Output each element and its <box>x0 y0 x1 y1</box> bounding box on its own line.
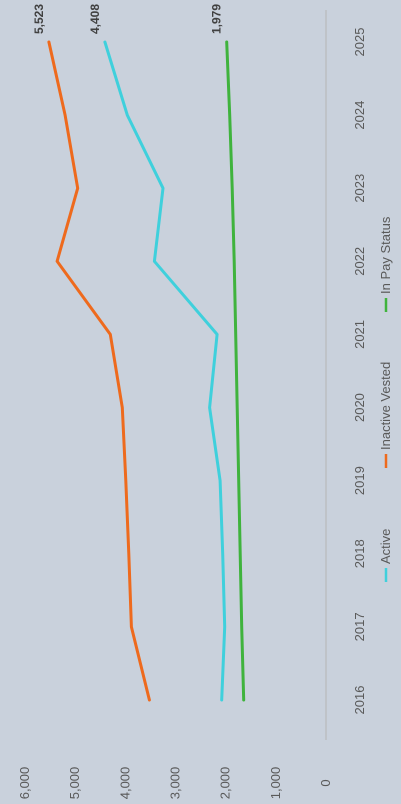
category-tick-label: 2017 <box>352 612 367 641</box>
series-lines <box>47 40 246 702</box>
data-label: 4,408 <box>88 4 102 34</box>
category-tick-label: 2016 <box>352 686 367 715</box>
series-line <box>47 40 151 702</box>
category-tick-label: 2022 <box>352 247 367 276</box>
data-label: 1,979 <box>210 4 224 34</box>
category-tick-label: 2025 <box>352 28 367 57</box>
value-tick-label: 3,000 <box>168 767 183 800</box>
category-tick-label: 2024 <box>352 101 367 130</box>
value-tick-label: 0 <box>318 779 333 786</box>
category-tick-label: 2021 <box>352 320 367 349</box>
legend-label: In Pay Status <box>378 216 393 294</box>
legend-label: Active <box>378 529 393 564</box>
legend-label: Inactive Vested <box>378 362 393 450</box>
category-tick-label: 2018 <box>352 539 367 568</box>
data-label: 5,523 <box>32 4 46 34</box>
value-axis-ticks: 0 1,000 2,000 3,000 4,000 5,000 6,000 <box>17 767 333 800</box>
value-tick-label: 4,000 <box>117 767 132 800</box>
category-tick-label: 2019 <box>352 466 367 495</box>
category-tick-label: 2023 <box>352 174 367 203</box>
value-tick-label: 5,000 <box>67 767 82 800</box>
series-line <box>103 40 227 702</box>
legend: Active Inactive Vested In Pay Status <box>378 216 393 582</box>
category-axis-ticks: 2016 2017 2018 2019 2020 2021 2022 2023 2024 2025 <box>352 28 367 715</box>
value-tick-label: 1,000 <box>268 767 283 800</box>
value-tick-label: 6,000 <box>17 767 32 800</box>
category-tick-label: 2020 <box>352 393 367 422</box>
series-line <box>225 40 246 702</box>
value-tick-label: 2,000 <box>218 767 233 800</box>
data-labels: 5,523 4,408 1,979 <box>32 4 224 34</box>
